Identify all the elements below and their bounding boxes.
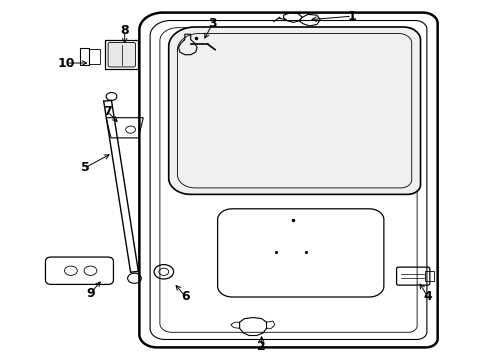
- Text: 6: 6: [181, 291, 190, 303]
- Text: 8: 8: [120, 24, 129, 37]
- Text: 10: 10: [57, 57, 75, 69]
- Bar: [80, 48, 88, 65]
- Bar: [105, 40, 138, 69]
- Text: 4: 4: [423, 291, 431, 303]
- Text: 5: 5: [81, 161, 90, 174]
- Bar: [89, 49, 100, 64]
- Text: 2: 2: [257, 340, 265, 353]
- Polygon shape: [168, 27, 420, 194]
- Bar: [425, 271, 433, 281]
- Text: 9: 9: [86, 287, 95, 300]
- Text: 7: 7: [103, 105, 112, 118]
- Text: 3: 3: [208, 17, 217, 30]
- FancyBboxPatch shape: [108, 42, 135, 67]
- Text: 1: 1: [347, 10, 356, 23]
